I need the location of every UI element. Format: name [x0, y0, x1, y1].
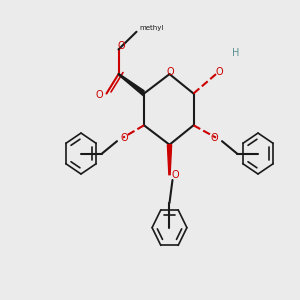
- Polygon shape: [167, 145, 172, 175]
- Text: O: O: [211, 133, 218, 142]
- Text: methyl: methyl: [140, 25, 164, 31]
- Text: H: H: [232, 48, 239, 58]
- Polygon shape: [118, 74, 144, 96]
- Text: O: O: [166, 68, 174, 77]
- Text: O: O: [215, 68, 223, 77]
- Text: O: O: [95, 90, 103, 100]
- Text: O: O: [121, 133, 128, 142]
- Text: O: O: [172, 170, 179, 180]
- Text: O: O: [118, 41, 125, 51]
